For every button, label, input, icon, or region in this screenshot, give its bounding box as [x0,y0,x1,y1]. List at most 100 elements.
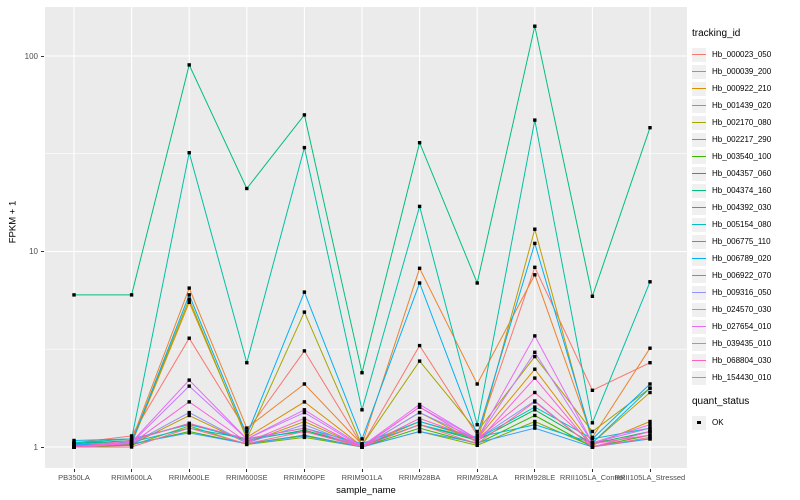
legend-item-Hb_009316_050: Hb_009316_050 [692,284,798,301]
legend-item-Hb_000922_210: Hb_000922_210 [692,80,798,97]
gridlines-major-y [45,55,687,448]
legend-item-Hb_003540_100: Hb_003540_100 [692,148,798,165]
line-swatch-icon [692,70,706,73]
black-square-marker-icon [697,420,701,425]
x-tick-label: RRII105LA_Control [559,473,625,482]
x-tick-mark [649,468,651,472]
legend-item-Hb_005154_080: Hb_005154_080 [692,216,798,233]
x-tick-mark [591,468,593,472]
line-swatch-icon [692,308,706,311]
x-tick-mark [419,468,421,472]
legend-item-Hb_004357_060: Hb_004357_060 [692,165,798,182]
x-tick-mark [361,468,363,472]
x-tick-label: RRIM600PE [283,473,326,482]
legend-item-label: Hb_039435_010 [712,339,772,348]
legend-item-label: Hb_004357_060 [712,169,772,178]
y-tick-mark [41,446,44,448]
legend-key-swatch [692,115,706,130]
x-axis-title: sample_name [336,485,396,496]
legend-key-swatch [692,98,706,113]
x-tick-label: RRIM901LA [341,473,383,482]
legend-item-Hb_004392_030: Hb_004392_030 [692,199,798,216]
legend-key-swatch [692,370,706,385]
legend-item-label: Hb_009316_050 [712,288,772,297]
line-swatch-icon [692,325,706,328]
x-tick-label: RRIM928LA [456,473,498,482]
legend-item-Hb_027654_010: Hb_027654_010 [692,318,798,335]
legend-item-Hb_006775_110: Hb_006775_110 [692,233,798,250]
legend-item-Hb_000023_050: Hb_000023_050 [692,46,798,63]
legend-item-label: Hb_004392_030 [712,203,772,212]
y-tick-label: 10 [29,247,38,256]
x-tick-label: RRIM928LE [514,473,556,482]
legend-key-swatch [692,132,706,147]
y-tick-label: 1 [33,442,38,452]
line-swatch-icon [692,359,706,362]
line-swatch-icon [692,240,706,243]
legend-item-Hb_024570_030: Hb_024570_030 [692,301,798,318]
data-point-markers [72,24,652,449]
legend-item-label: Hb_000922_210 [712,84,772,93]
x-tick-mark [131,468,133,472]
legend-key-swatch [692,285,706,300]
legend-item-label: Hb_005154_080 [712,220,772,229]
gridlines-major-x [73,7,651,468]
legend-key-swatch [692,200,706,215]
legend-item-Hb_154430_010: Hb_154430_010 [692,369,798,386]
legend-item-label: Hb_002217_290 [712,135,772,144]
legend-item-label: Hb_024570_030 [712,305,772,314]
legend-item-Hb_001439_020: Hb_001439_020 [692,97,798,114]
line-swatch-icon [692,342,706,345]
legend-item-label: Hb_000023_050 [712,50,772,59]
line-swatch-icon [692,189,706,192]
legend-title-quant-status: quant_status [692,396,750,407]
legend-item-label: OK [712,418,724,427]
x-tick-mark [188,468,190,472]
y-tick-mark [41,251,44,252]
chart-canvas [45,7,687,468]
legend-key-swatch [692,251,706,266]
y-tick-label: 100 [24,51,38,61]
legend-item-label: Hb_154430_010 [712,373,772,382]
x-tick-mark [476,468,478,472]
legend-key-swatch [692,302,706,317]
legend-key-swatch [692,81,706,96]
legend-items-quant-status: OK [692,414,798,431]
legend-item-label: Hb_027654_010 [712,322,772,331]
legend-item-label: Hb_003540_100 [712,152,772,161]
line-swatch-icon [692,155,706,158]
legend-item-label: Hb_000039_200 [712,67,772,76]
legend-item-Hb_002217_290: Hb_002217_290 [692,131,798,148]
x-tick-label: RRIM928BA [398,473,441,482]
legend-key-swatch [692,183,706,198]
line-swatch-icon [692,291,706,294]
legend-item-label: Hb_002170_080 [712,118,772,127]
legend-key-swatch [692,217,706,232]
x-tick-mark [246,468,248,472]
legend-key-swatch [692,47,706,62]
line-swatch-icon [692,138,706,141]
legend-key-swatch [692,234,706,249]
gridlines-minor [45,153,687,350]
line-swatch-icon [692,206,706,209]
legend-key-swatch [692,268,706,283]
legend-item-quant-OK: OK [692,414,798,431]
x-tick-mark [303,468,305,472]
legend-key-swatch [692,319,706,334]
legend-key-swatch [692,353,706,368]
legend-key-swatch [692,415,706,430]
legend-item-label: Hb_068804_030 [712,356,772,365]
legend-item-Hb_006922_070: Hb_006922_070 [692,267,798,284]
legend-items-tracking-id: Hb_000023_050 Hb_000039_200 Hb_000922_210 H… [692,46,798,386]
x-tick-label: RRIM600SE [225,473,268,482]
legend-item-Hb_006789_020: Hb_006789_020 [692,250,798,267]
line-swatch-icon [692,376,706,379]
legend-item-Hb_039435_010: Hb_039435_010 [692,335,798,352]
line-swatch-icon [692,121,706,124]
x-tick-label: PB350LA [58,473,90,482]
legend-item-label: Hb_006789_020 [712,254,772,263]
legend-key-swatch [692,166,706,181]
legend-item-Hb_000039_200: Hb_000039_200 [692,63,798,80]
line-swatch-icon [692,257,706,260]
y-axis-title: FPKM + 1 [7,200,19,244]
